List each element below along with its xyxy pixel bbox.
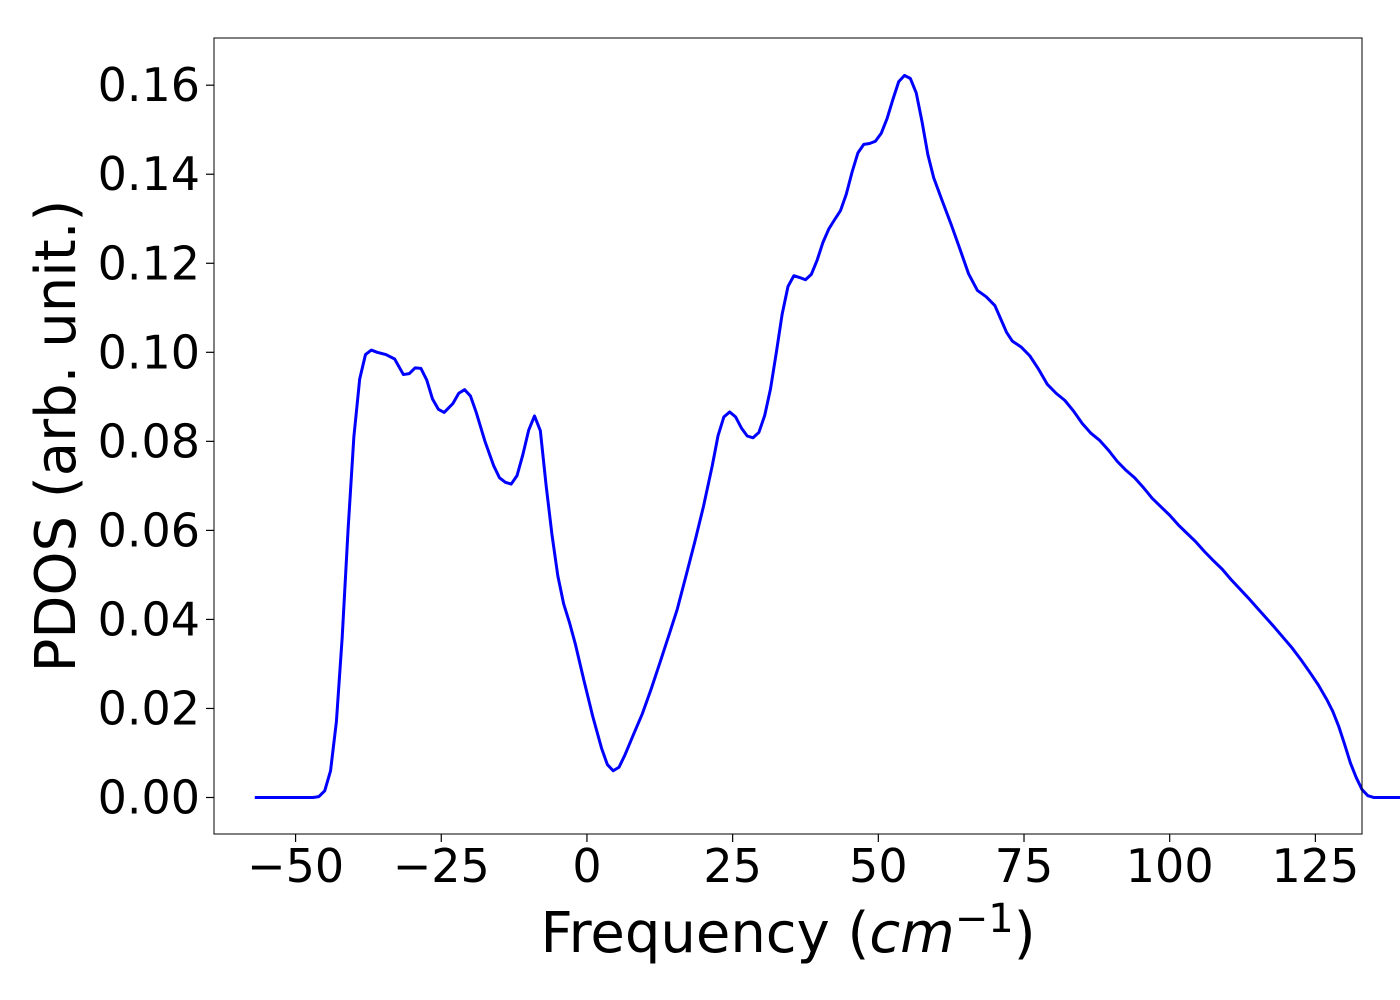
x-tick-label: 25 [703,839,762,893]
x-axis-label: Frequency (cm−1) [540,896,1035,966]
x-tick-label: 125 [1271,839,1359,893]
x-axis-label-unit: cm [869,901,954,966]
pdos-series-line-0 [254,73,1400,799]
y-tick-label: 0.04 [98,592,200,646]
x-tick-label: −50 [247,839,344,893]
x-axis-label-text: Frequency ( [540,901,869,966]
y-tick-label: 0.12 [98,236,200,290]
x-tick-label: 75 [995,839,1054,893]
y-tick-label: 0.06 [98,503,200,557]
plot-frame [213,37,1363,835]
x-axis-ticks: −50 −25 0 25 50 75 100 125 [247,834,1359,893]
y-axis-ticks: 0.00 0.02 0.04 0.06 0.08 0.10 0.12 0.14 0.16 [98,58,214,824]
x-tick-label: −25 [393,839,490,893]
x-tick-label: 100 [1126,839,1214,893]
x-tick-label: 50 [849,839,908,893]
y-tick-label: 0.02 [98,681,200,735]
plot-area [254,73,1400,799]
y-tick-label: 0.08 [98,414,200,468]
y-tick-label: 0.16 [98,58,200,112]
x-axis-label-close: ) [1014,901,1036,966]
x-axis-label-exponent: −1 [955,896,1014,942]
y-tick-label: 0.10 [98,325,200,379]
y-tick-label: 0.14 [98,147,200,201]
y-axis-label: PDOS (arb. unit.) [24,200,89,673]
x-tick-label: 0 [572,839,601,893]
y-tick-label: 0.00 [98,770,200,824]
